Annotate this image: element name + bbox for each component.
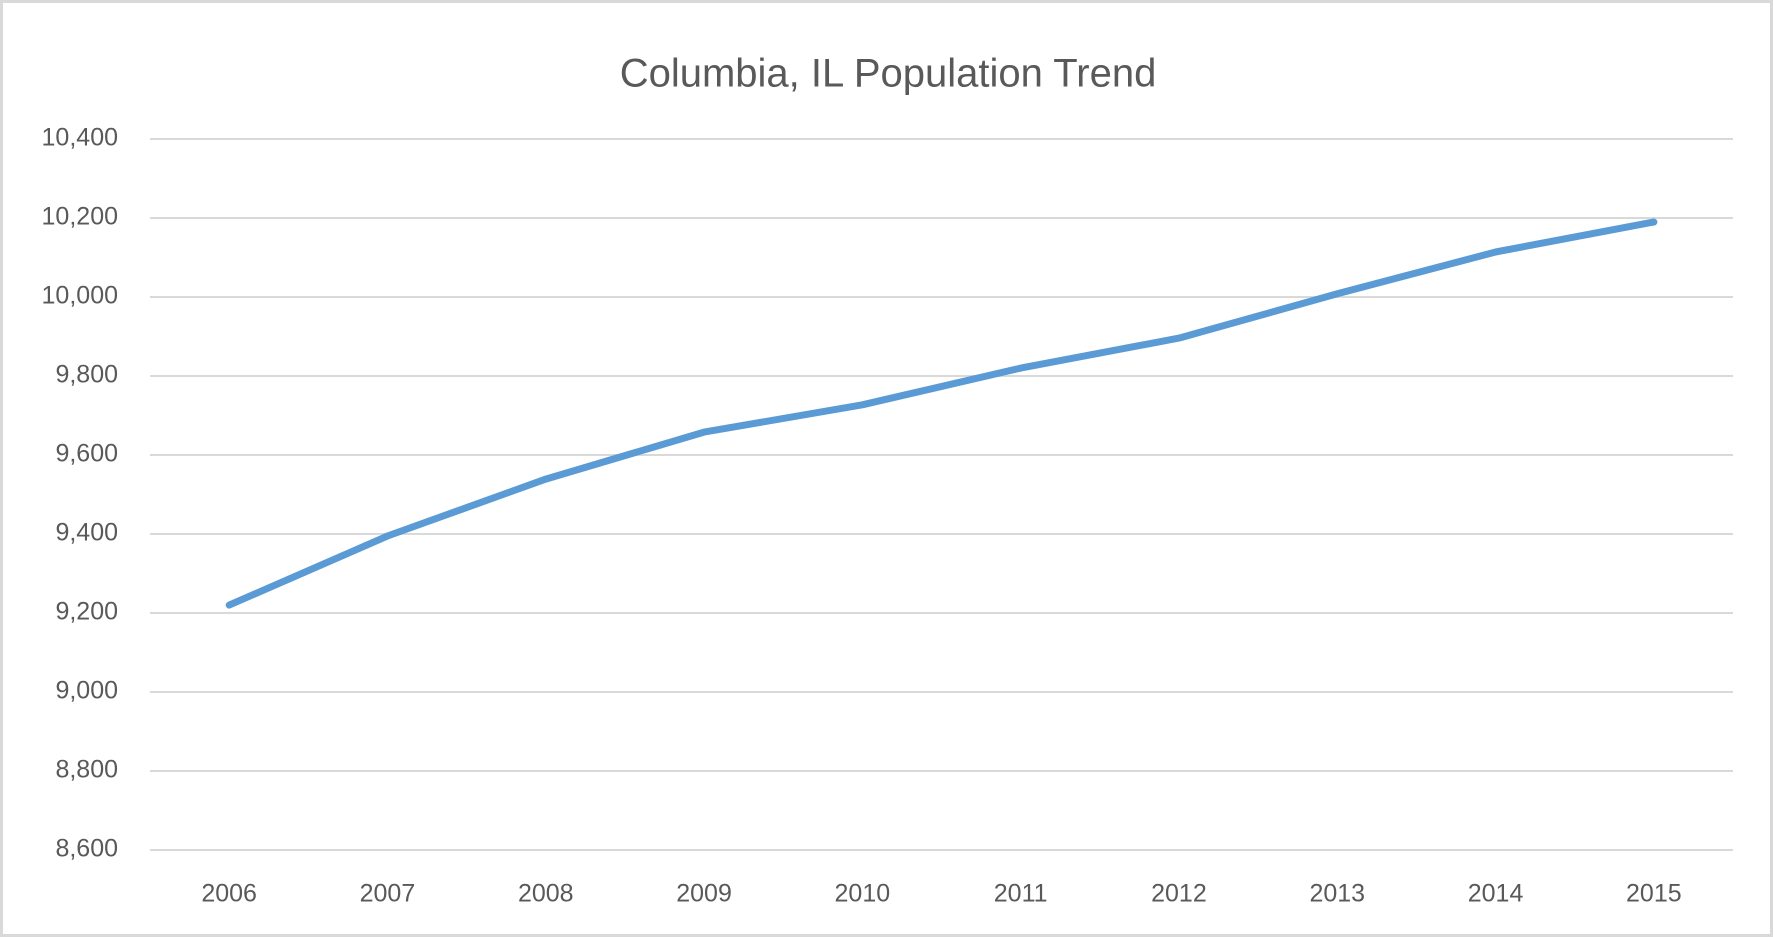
- x-tick-label: 2010: [835, 880, 891, 908]
- y-tick-label: 9,400: [55, 519, 118, 547]
- x-tick-label: 2006: [201, 880, 257, 908]
- y-tick-label: 8,600: [55, 835, 118, 863]
- x-tick-label: 2014: [1468, 880, 1524, 908]
- y-tick-label: 10,200: [42, 203, 118, 231]
- y-tick-label: 8,800: [55, 756, 118, 784]
- y-tick-label: 10,400: [42, 124, 118, 152]
- x-tick-label: 2013: [1309, 880, 1365, 908]
- y-tick-label: 9,600: [55, 440, 118, 468]
- y-tick-label: 9,800: [55, 361, 118, 389]
- y-axis-tick-labels: 10,400 10,200 10,000 9,800 9,600 9,400 9,200 9,…: [42, 124, 118, 863]
- x-tick-label: 2009: [676, 880, 732, 908]
- y-tick-label: 9,200: [55, 598, 118, 626]
- x-tick-label: 2012: [1151, 880, 1207, 908]
- gridlines: [150, 138, 1733, 851]
- x-tick-label: 2015: [1626, 880, 1682, 908]
- y-tick-label: 10,000: [42, 282, 118, 310]
- chart-title: Columbia, IL Population Trend: [620, 52, 1157, 96]
- x-tick-label: 2011: [994, 880, 1048, 908]
- series-line-population: [225, 218, 1658, 609]
- series-group: [225, 218, 1658, 609]
- x-axis-tick-labels: 2006 2007 2008 2009 2010 2011 2012 2013 2014 2015: [201, 880, 1681, 908]
- x-tick-label: 2008: [518, 880, 574, 908]
- y-tick-label: 9,000: [55, 677, 118, 705]
- x-tick-label: 2007: [360, 880, 416, 908]
